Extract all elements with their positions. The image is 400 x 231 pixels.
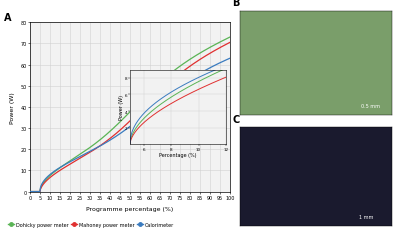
Text: 0.5 mm: 0.5 mm xyxy=(361,103,380,108)
Text: B: B xyxy=(232,0,240,8)
Text: 1 mm: 1 mm xyxy=(359,214,374,219)
Legend: Dohicky power meter, Mahoney power meter, Calorimeter: Dohicky power meter, Mahoney power meter… xyxy=(6,220,176,229)
X-axis label: Programme percentage (%): Programme percentage (%) xyxy=(86,206,174,211)
Text: A: A xyxy=(4,13,12,23)
Y-axis label: Power (W): Power (W) xyxy=(10,92,15,123)
Text: C: C xyxy=(232,114,240,124)
